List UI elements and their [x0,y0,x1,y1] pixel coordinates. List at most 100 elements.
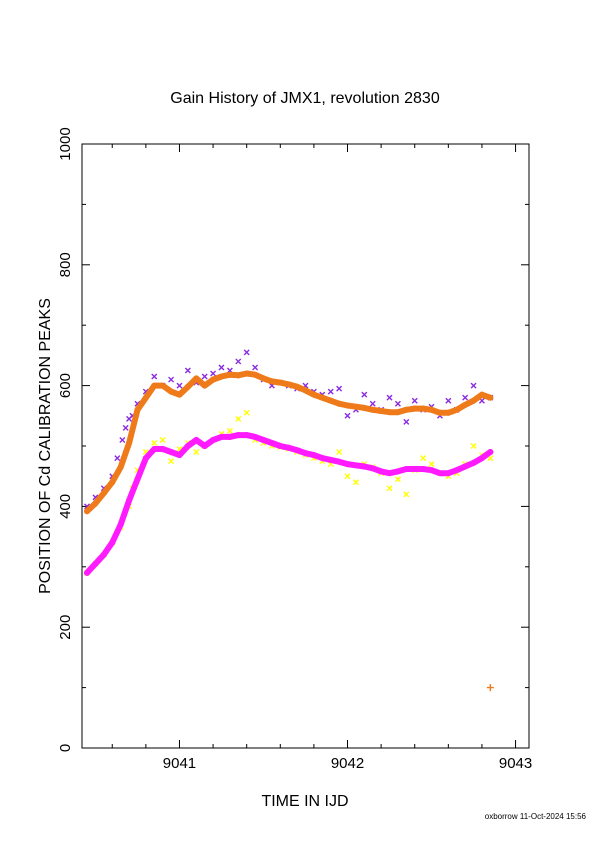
data-point [84,569,91,576]
data-point [462,463,469,470]
data-point [92,500,99,507]
data-point [344,473,351,480]
data-point [310,452,317,459]
y-tick-label: 0 [57,744,74,752]
data-point [176,391,183,398]
data-point [428,406,435,413]
data-point [302,450,309,457]
data-point [159,436,166,443]
data-point [134,406,141,413]
data-point [201,382,208,389]
data-point [193,449,200,456]
data-point [369,400,376,407]
data-point [151,382,158,389]
data-point [361,404,368,411]
data-point [151,439,158,446]
series-3 [486,684,494,692]
data-point [453,406,460,413]
data-point [310,391,317,398]
data-point [114,455,121,462]
data-point [193,375,200,382]
data-point [462,394,469,401]
data-point [260,436,267,443]
data-point [378,407,385,414]
y-tick-label: 1000 [57,127,74,160]
data-point [344,461,351,468]
data-point [470,382,477,389]
data-point [403,465,410,472]
data-point [361,463,368,470]
data-point [226,427,233,434]
x-tick-label: 9042 [331,755,364,772]
data-point [394,468,401,475]
x-tick-label: 9041 [163,755,196,772]
data-point [352,403,359,410]
axis-tick-labels: 0 200 400 600 800 1000 9041 9042 9043 [57,127,532,772]
data-point [420,465,427,472]
data-point [336,400,343,407]
data-point [126,497,133,504]
data-point [134,476,141,483]
data-point [252,433,259,440]
y-axis-label: POSITION OF Cd CALIBRATION PEAKS [37,298,54,594]
data-point [285,444,292,451]
data-point [159,446,166,453]
data-point [210,436,217,443]
chart-title: Gain History of JMX1, revolution 2830 [170,90,440,107]
data-point [193,436,200,443]
data-point [361,391,368,398]
data-point [394,409,401,416]
data-point [109,539,116,546]
data-point [378,468,385,475]
data-point [84,508,91,515]
data-point [235,432,242,439]
data-point [445,470,452,477]
series-line [84,370,494,515]
data-point [142,455,149,462]
series-2 [84,370,494,515]
data-point [92,560,99,567]
data-point [235,372,242,379]
y-tick-label: 200 [57,615,74,640]
data-point [470,459,477,466]
data-point [226,371,233,378]
data-point [168,458,175,465]
data-point [411,405,418,412]
data-point [386,409,393,416]
data-point [327,397,334,404]
data-point [487,449,494,456]
y-tick-label: 600 [57,373,74,398]
data-point [268,378,275,385]
data-point [462,401,469,408]
data-point [184,443,191,449]
y-tick-label: 400 [57,494,74,519]
data-point [344,412,351,419]
data-point [235,415,242,422]
data-point [445,409,452,416]
data-point [277,443,284,449]
data-point [319,455,326,462]
data-point [352,462,359,469]
series-4 [84,409,494,576]
data-point [352,479,359,486]
data-point [151,446,158,453]
data-point [159,382,166,389]
data-point [100,490,107,497]
data-point [336,458,343,465]
data-point [386,470,393,477]
data-point [478,455,485,462]
series-1 [84,349,494,510]
data-point [243,370,250,377]
data-series [84,349,494,692]
data-point [235,358,242,365]
data-point [394,476,401,483]
series-5 [84,432,494,576]
data-point [218,364,225,371]
data-point [122,424,129,431]
data-point [403,418,410,425]
data-point [268,439,275,446]
data-point [403,406,410,413]
data-point [184,383,191,390]
axis-ticks [82,143,529,749]
